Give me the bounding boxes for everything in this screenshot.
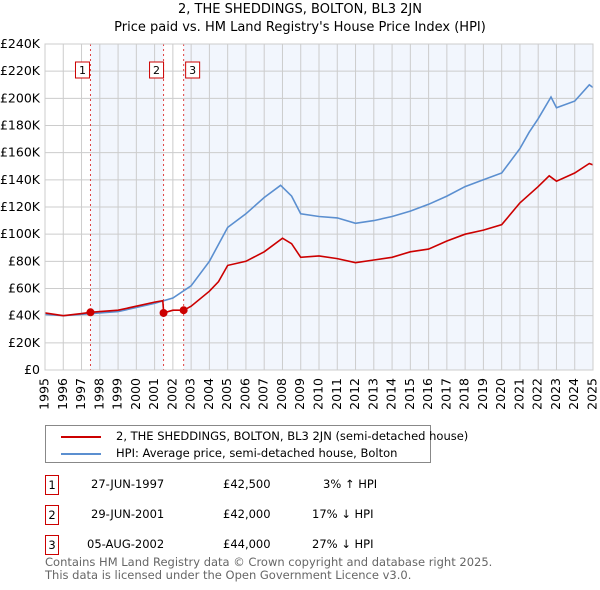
- footer: Contains HM Land Registry data © Crown c…: [45, 556, 492, 582]
- x-tick-label: 2016: [420, 378, 435, 410]
- x-tick-label: 2009: [292, 378, 307, 410]
- property-price-line: [44, 162, 594, 317]
- sale-date: 29-JUN-2001: [91, 507, 165, 521]
- x-tick-label: 2022: [530, 378, 545, 410]
- chart-title: 2, THE SHEDDINGS, BOLTON, BL3 2JN: [178, 2, 422, 17]
- x-tick-label: 2008: [274, 378, 289, 410]
- legend: 2, THE SHEDDINGS, BOLTON, BL3 2JN (semi-…: [45, 425, 468, 463]
- sale-date: 27-JUN-1997: [91, 477, 165, 491]
- sale-hpi-diff: 17% ↓ HPI: [312, 507, 374, 521]
- sale-marker-box: 2: [45, 505, 59, 525]
- hpi-line: [44, 83, 594, 317]
- x-tick-label: 2012: [347, 378, 362, 410]
- x-tick-label: 2011: [329, 378, 344, 410]
- price-chart: £0 £20K £40K £60K £80K £100K £120K £140K £160K £1…: [0, 36, 600, 410]
- sale-row: 3 05-AUG-2002 £44,000 27% ↓ HPI: [45, 535, 445, 555]
- legend-label-hpi: HPI: Average price, semi-detached house,…: [116, 446, 398, 460]
- x-tick-label: 2020: [493, 378, 508, 410]
- x-tick-label: 1996: [55, 378, 70, 410]
- sale-point: [159, 308, 168, 317]
- x-tick-label: 2000: [128, 378, 143, 410]
- y-tick-label: £40K: [8, 308, 41, 323]
- y-tick-label: £200K: [0, 90, 41, 105]
- x-tick-label: 2019: [475, 378, 490, 410]
- x-tick-label: 2003: [183, 378, 198, 410]
- sale-date: 05-AUG-2002: [87, 537, 165, 551]
- sale-point: [86, 308, 95, 317]
- x-tick-label: 2002: [164, 378, 179, 410]
- y-tick-label: £100K: [0, 226, 41, 241]
- x-tick-label: 2025: [585, 378, 600, 410]
- y-tick-label: £120K: [0, 199, 41, 214]
- sale-price: £42,500: [223, 477, 271, 491]
- sale-marker-box: 3: [45, 535, 59, 555]
- x-tick-label: 1995: [37, 378, 52, 410]
- sale-label-box: [149, 61, 165, 79]
- y-tick-label: £0: [24, 362, 40, 377]
- x-tick-label: 1999: [110, 378, 125, 410]
- x-tick-label: 2001: [146, 378, 161, 410]
- y-tick-label: £20K: [8, 335, 41, 350]
- x-tick-label: 2014: [384, 378, 399, 410]
- sale-label: 1: [79, 64, 86, 77]
- sale-hpi-diff: 3% ↑ HPI: [323, 477, 378, 491]
- x-tick-label: 2021: [511, 378, 526, 410]
- footer-line-2: This data is licensed under the Open Gov…: [45, 568, 412, 582]
- x-tick-label: 2015: [402, 378, 417, 410]
- y-tick-label: £160K: [0, 145, 41, 160]
- x-tick-label: 2013: [365, 378, 380, 410]
- sale-label: 2: [153, 64, 160, 77]
- x-tick-label: 1997: [73, 378, 88, 410]
- y-tick-label: £80K: [8, 253, 41, 268]
- legend-swatch-property: [61, 436, 101, 438]
- sale-marker-box: 1: [45, 475, 59, 495]
- sale-price: £42,000: [223, 507, 271, 521]
- x-tick-label: 2004: [201, 378, 216, 410]
- x-tick-label: 2010: [311, 378, 326, 410]
- y-tick-label: £180K: [0, 118, 41, 133]
- x-tick-label: 1998: [91, 378, 106, 410]
- sale-hpi-diff: 27% ↓ HPI: [312, 537, 374, 551]
- x-tick-label: 2005: [219, 378, 234, 410]
- x-tick-label: 2017: [438, 378, 453, 410]
- sale-row: 1 27-JUN-1997 £42,500 3% ↑ HPI: [45, 475, 445, 495]
- y-tick-label: £240K: [0, 36, 41, 51]
- plot-border: [44, 43, 594, 371]
- sale-label: 3: [189, 64, 196, 77]
- legend-label-property: 2, THE SHEDDINGS, BOLTON, BL3 2JN (semi-…: [116, 429, 469, 443]
- sale-label-box: [74, 61, 90, 79]
- x-tick-label: 2006: [237, 378, 252, 410]
- sale-price: £44,000: [223, 537, 271, 551]
- chart-subtitle: Price paid vs. HM Land Registry's House …: [114, 20, 486, 35]
- y-tick-label: £60K: [8, 281, 41, 296]
- footer-line-1: Contains HM Land Registry data © Crown c…: [45, 555, 493, 569]
- y-tick-label: £220K: [0, 63, 41, 78]
- x-tick-label: 2007: [256, 378, 271, 410]
- sale-label-box: [185, 61, 201, 79]
- y-tick-label: £140K: [0, 172, 41, 187]
- sale-row: 2 29-JUN-2001 £42,000 17% ↓ HPI: [45, 505, 445, 525]
- x-tick-label: 2018: [457, 378, 472, 410]
- x-tick-label: 2023: [548, 378, 563, 410]
- sale-point: [179, 306, 188, 315]
- x-tick-label: 2024: [566, 378, 581, 410]
- legend-swatch-hpi: [61, 453, 101, 455]
